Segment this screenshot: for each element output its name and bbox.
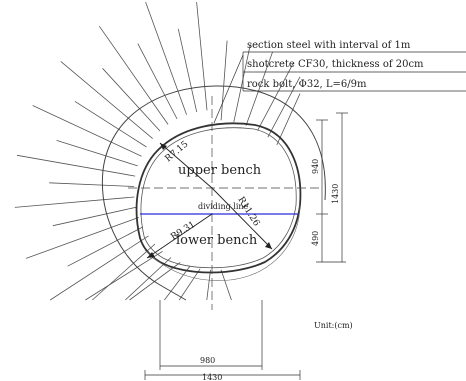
rock-bolt-line: [276, 93, 301, 146]
rock-bolt-line: [74, 100, 147, 148]
radius-r1-line: [159, 142, 213, 189]
horizontal-dimension-lines: [144, 300, 301, 380]
rock-bolt-line: [102, 68, 161, 132]
legend-shotcrete: shotcrete CF30, thickness of 20cm: [247, 59, 424, 70]
rock-bolt-line: [177, 28, 198, 112]
rock-bolt-line: [56, 140, 138, 167]
radius-lines: [146, 142, 273, 259]
rock-bolt-line: [257, 62, 294, 131]
rock-bolt-line: [49, 182, 135, 187]
rock-bolt-line: [52, 206, 136, 227]
rock-bolt-line: [25, 217, 139, 259]
dividing-line-label: dividing line: [198, 202, 249, 211]
outer-boundary: [101, 85, 326, 301]
arrowhead-r2: [265, 242, 272, 249]
upper-bench-label: upper bench: [178, 163, 262, 178]
rock-bolt-line: [14, 196, 135, 208]
dim-lower-height: 490: [311, 231, 320, 246]
dim-total-width: 1430: [202, 373, 222, 381]
rock-bolt-line: [137, 43, 178, 120]
rock-bolt-line: [32, 105, 142, 157]
rock-bolt-line: [267, 76, 301, 138]
dim-total-height: 1430: [331, 184, 340, 204]
arrowhead-r3: [147, 252, 155, 258]
rock-bolt-line: [220, 40, 228, 121]
vertical-dimension-lines: [316, 112, 348, 263]
rock-bolt-line: [92, 243, 156, 301]
rock-bolt-line: [67, 226, 144, 267]
rock-bolt-line: [129, 262, 181, 301]
dim-bottom-width: 980: [200, 356, 215, 365]
rock-bolt-line: [220, 269, 232, 301]
rock-bolt-line: [164, 266, 191, 301]
legend-leader: [213, 54, 244, 124]
rock-bolt-line: [245, 51, 273, 126]
rock-bolt-line: [145, 1, 187, 115]
legend-section-steel: section steel with interval of 1m: [247, 40, 411, 51]
rock-bolt-line: [16, 154, 136, 177]
lower-bench-label: lower bench: [176, 233, 258, 248]
rock-bolt-line: [196, 1, 208, 111]
rock-bolt-line: [49, 235, 149, 301]
arrowhead-r1: [160, 143, 167, 150]
legend-rock-bolt: rock bolt, Φ32, L=6/9m: [247, 79, 367, 90]
rock-bolt-line: [85, 250, 163, 301]
dim-upper-height: 940: [311, 159, 320, 174]
rock-bolt-line: [178, 268, 201, 301]
radius-r3-line: [146, 213, 213, 259]
tunnel-lining-outer: [135, 122, 302, 274]
radius-label-r2: R11.26: [235, 195, 261, 228]
rock-bolts: [14, 1, 301, 301]
invert-curve: [144, 204, 301, 281]
rock-bolt-line: [233, 44, 251, 123]
tunnel-lining-inner: [140, 127, 297, 269]
radius-r2-line: [211, 187, 273, 250]
rock-bolt-line: [60, 61, 153, 139]
rock-bolt-line: [98, 25, 169, 125]
unit-label: Unit:(cm): [314, 321, 353, 330]
rock-bolt-line: [206, 269, 211, 301]
